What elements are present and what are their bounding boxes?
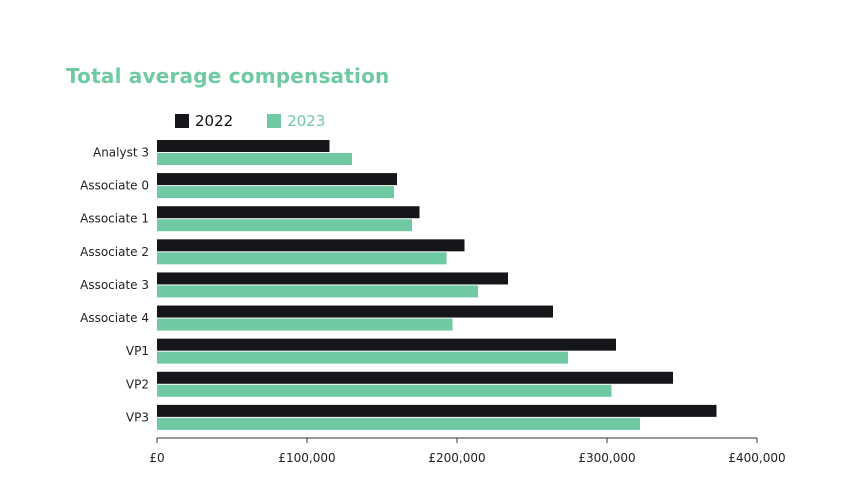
legend-label-2023: 2023	[287, 112, 326, 130]
bar-2022-associate-4	[157, 305, 553, 318]
bar-2022-vp2	[157, 371, 673, 384]
x-tick-label: £0	[149, 451, 164, 465]
bar-2022-associate-2	[157, 239, 465, 252]
category-label: VP3	[126, 410, 149, 424]
bar-2023-associate-3	[157, 285, 478, 298]
legend-item-2022: 2022	[175, 112, 233, 130]
legend-label-2022: 2022	[195, 112, 234, 130]
legend-swatch-2022	[175, 114, 189, 128]
bar-2022-associate-1	[157, 206, 420, 219]
category-label: Analyst 3	[93, 146, 149, 160]
bar-2023-vp1	[157, 351, 568, 364]
category-label: Associate 3	[80, 278, 149, 292]
x-tick-label: £100,000	[278, 451, 335, 465]
x-tick-label: £300,000	[578, 451, 635, 465]
bar-2023-analyst-3	[157, 153, 352, 165]
bar-2023-vp3	[157, 417, 640, 430]
chart-title: Total average compensation	[66, 64, 390, 88]
bar-2022-vp3	[157, 404, 717, 417]
bar-2022-vp1	[157, 338, 616, 351]
legend: 2022 2023	[175, 112, 359, 130]
bar-2023-associate-2	[157, 252, 447, 265]
category-label: Associate 0	[80, 179, 149, 193]
bar-2023-associate-0	[157, 186, 394, 199]
category-label: VP1	[126, 344, 149, 358]
bar-2023-vp2	[157, 384, 612, 397]
category-label: Associate 2	[80, 245, 149, 259]
x-tick-label: £200,000	[428, 451, 485, 465]
bar-2023-associate-1	[157, 219, 412, 232]
bar-2022-analyst-3	[157, 140, 330, 152]
category-label: Associate 4	[80, 311, 149, 325]
bar-2022-associate-3	[157, 272, 508, 285]
bar-2022-associate-0	[157, 173, 397, 186]
x-tick-label: £400,000	[728, 451, 785, 465]
category-label: Associate 1	[80, 212, 149, 226]
bar-2023-associate-4	[157, 318, 453, 331]
category-label: VP2	[126, 377, 149, 391]
legend-swatch-2023	[267, 114, 282, 128]
legend-item-2023: 2023	[267, 112, 325, 130]
